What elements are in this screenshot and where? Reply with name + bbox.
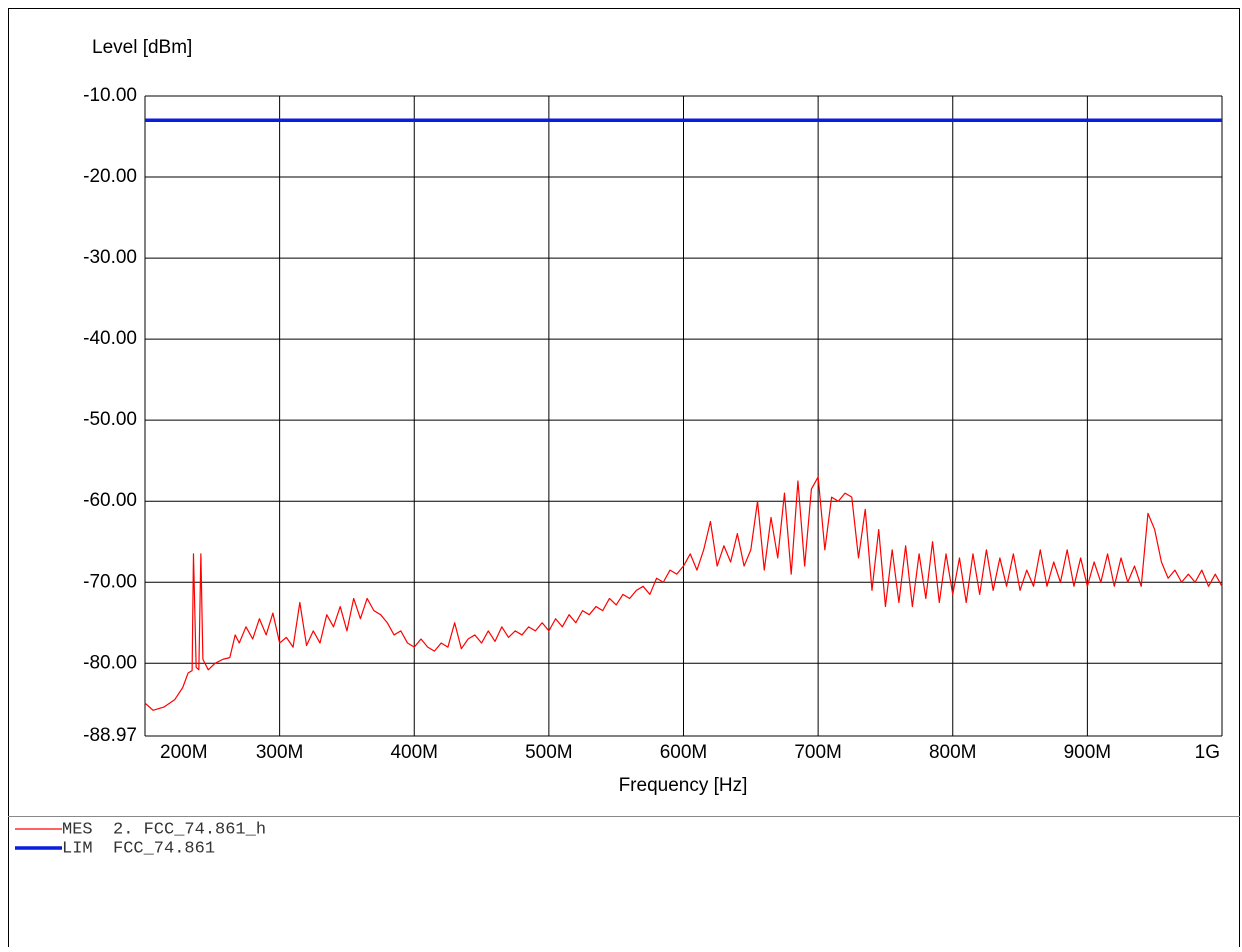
grid: -10.00 -20.00 -30.00 -40.00 -50.00 -60.00 -70.… xyxy=(83,85,1223,763)
x-tick-label: 300M xyxy=(256,742,304,763)
y-tick-label: -70.00 xyxy=(83,571,137,592)
frame xyxy=(8,8,1240,952)
y-tick-label: -40.00 xyxy=(83,328,137,349)
x-tick-label: 400M xyxy=(390,742,438,763)
x-tick-label: 800M xyxy=(929,742,977,763)
legend-name: MES xyxy=(62,820,93,839)
x-tick-label: 900M xyxy=(1064,742,1112,763)
x-tick-label: 1G xyxy=(1195,742,1220,763)
y-tick-label: -60.00 xyxy=(83,490,137,511)
x-tick-label: 200M xyxy=(160,742,208,763)
x-tick-label: 600M xyxy=(660,742,708,763)
y-tick-label: -50.00 xyxy=(83,409,137,430)
plot xyxy=(144,118,1223,711)
legend-name: LIM xyxy=(62,839,93,858)
legend-description: FCC_74.861 xyxy=(113,839,215,858)
series-line xyxy=(144,476,1223,711)
y-tick-label: -88.97 xyxy=(83,725,137,746)
y-tick-label: -80.00 xyxy=(83,652,137,673)
legend: MES 2. FCC_74.861_h LIM FCC_74.861 xyxy=(15,820,266,858)
y-tick-label: -20.00 xyxy=(83,166,137,187)
y-axis-label: Level [dBm] xyxy=(92,37,192,58)
y-tick-label: -30.00 xyxy=(83,247,137,268)
x-tick-label: 700M xyxy=(794,742,842,763)
x-axis-label: Frequency [Hz] xyxy=(619,775,748,796)
x-tick-label: 500M xyxy=(525,742,573,763)
y-tick-label: -10.00 xyxy=(83,85,137,106)
legend-description: 2. FCC_74.861_h xyxy=(113,820,266,839)
